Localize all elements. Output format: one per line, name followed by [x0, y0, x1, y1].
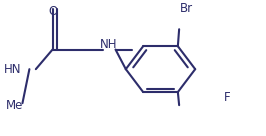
Text: Me: Me	[6, 99, 23, 112]
Text: NH: NH	[100, 38, 118, 51]
Text: F: F	[223, 91, 230, 104]
Text: O: O	[48, 5, 57, 18]
Text: HN: HN	[4, 63, 22, 76]
Text: Br: Br	[180, 2, 193, 16]
